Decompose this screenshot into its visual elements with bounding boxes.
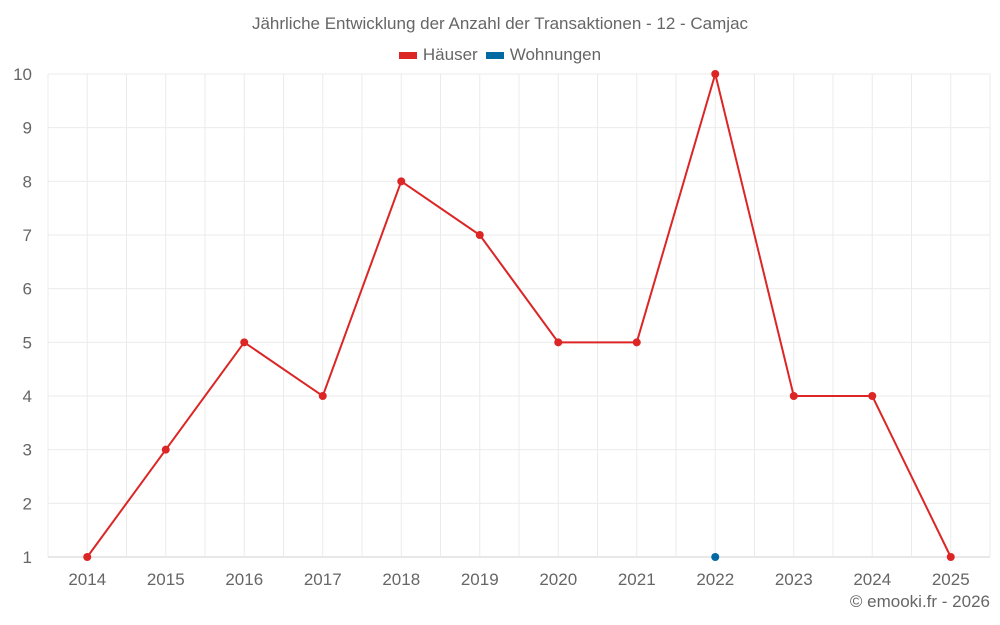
y-tick-label: 9 bbox=[23, 119, 32, 138]
y-tick-label: 6 bbox=[23, 280, 32, 299]
legend-item-wohnungen[interactable]: Wohnungen bbox=[485, 45, 602, 65]
data-point bbox=[83, 553, 92, 561]
data-point bbox=[161, 445, 170, 454]
data-point bbox=[475, 231, 484, 239]
data-point bbox=[632, 338, 641, 347]
data-point bbox=[711, 70, 720, 78]
data-point bbox=[868, 392, 877, 400]
x-tick-label: 2018 bbox=[382, 570, 420, 589]
legend-swatch-haeuser bbox=[398, 51, 417, 59]
data-point bbox=[240, 338, 249, 347]
x-tick-label: 2024 bbox=[853, 570, 891, 589]
legend-item-haeuser[interactable]: Häuser bbox=[398, 45, 478, 65]
x-tick-label: 2023 bbox=[775, 570, 813, 589]
y-tick-label: 8 bbox=[23, 172, 32, 191]
chart-title: Jährliche Entwicklung der Anzahl der Tra… bbox=[251, 14, 749, 33]
y-tick-label: 2 bbox=[23, 494, 32, 513]
x-tick-label: 2015 bbox=[147, 570, 185, 589]
credit: © emooki.fr - 2026 bbox=[849, 592, 990, 611]
x-tick-label: 2020 bbox=[539, 570, 577, 589]
legend-swatch-wohnungen bbox=[485, 51, 504, 59]
y-tick-label: 3 bbox=[23, 441, 32, 460]
y-tick-label: 10 bbox=[13, 65, 32, 84]
legend-label: Wohnungen bbox=[509, 45, 602, 64]
x-tick-label: 2025 bbox=[932, 570, 970, 589]
series-line bbox=[86, 70, 952, 558]
data-point bbox=[397, 177, 406, 186]
data-point bbox=[789, 392, 798, 400]
x-tick-label: 2019 bbox=[461, 570, 499, 589]
legend-label: Häuser bbox=[422, 45, 478, 64]
data-point bbox=[554, 338, 563, 347]
y-tick-label: 1 bbox=[23, 548, 32, 567]
x-tick-label: 2014 bbox=[68, 570, 106, 589]
legend: Häuser Wohnungen bbox=[0, 45, 1000, 65]
x-tick-label: 2022 bbox=[696, 570, 734, 589]
y-tick-label: 4 bbox=[23, 387, 32, 406]
y-tick-label: 5 bbox=[23, 333, 32, 352]
data-point bbox=[946, 553, 955, 561]
data-point bbox=[318, 392, 327, 400]
y-tick-label: 7 bbox=[23, 226, 32, 245]
x-tick-label: 2016 bbox=[225, 570, 263, 589]
x-tick-label: 2021 bbox=[618, 570, 656, 589]
data-point bbox=[711, 553, 720, 561]
x-tick-label: 2017 bbox=[304, 570, 342, 589]
